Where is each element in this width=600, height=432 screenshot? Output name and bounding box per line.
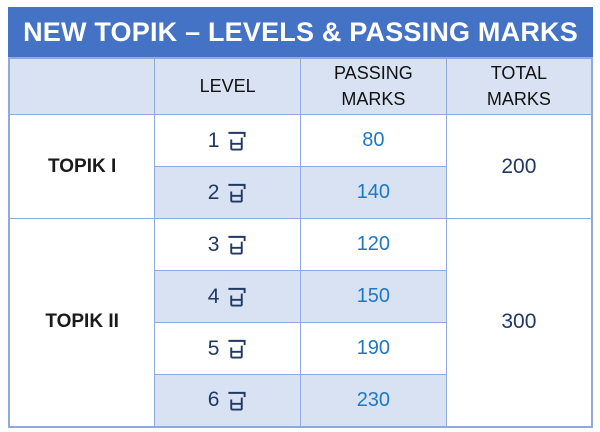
table-title: NEW TOPIK – LEVELS & PASSING MARKS — [23, 16, 578, 47]
hangul-geup-icon — [228, 235, 247, 255]
passing-marks-cell: 190 — [300, 322, 447, 375]
header-cell-passing-marks: PASSING MARKS — [300, 57, 447, 115]
passing-marks-cell: 120 — [300, 218, 447, 271]
level-number: 4 — [207, 284, 220, 308]
hangul-geup-icon — [228, 287, 247, 307]
total-marks-cell-topik-1: 200 — [445, 114, 593, 219]
passing-marks-cell: 80 — [300, 114, 447, 167]
level-number: 1 — [207, 128, 220, 152]
group-cell-topik-1: TOPIK I — [8, 114, 156, 219]
table-row: TOPIK II 3 120 300 — [8, 218, 593, 427]
level-cell: 5 — [154, 322, 301, 375]
header-row: LEVEL PASSING MARKS TOTAL MARKS — [8, 57, 593, 115]
hangul-geup-icon — [228, 339, 247, 359]
table-row: 6 230 — [9, 374, 592, 427]
hangul-geup-icon — [228, 183, 247, 203]
level-number: 6 — [207, 388, 220, 412]
passing-marks-cell: 230 — [300, 374, 447, 427]
header-cell-level: LEVEL — [154, 57, 301, 115]
total-marks-cell-topik-2: 300 — [445, 218, 593, 427]
level-number: 3 — [207, 232, 220, 256]
hangul-geup-icon — [228, 131, 247, 151]
level-cell: 6 — [154, 374, 301, 427]
level-cell: 3 — [154, 218, 301, 271]
table-title-banner: NEW TOPIK – LEVELS & PASSING MARKS — [8, 7, 593, 57]
table-row: TOPIK I 1 80 200 — [8, 114, 593, 219]
passing-marks-cell: 140 — [300, 166, 447, 219]
header-cell-total-marks: TOTAL MARKS — [445, 57, 593, 115]
passing-marks-cell: 150 — [300, 270, 447, 323]
topik-levels-table: LEVEL PASSING MARKS TOTAL MARKS TOPIK I … — [8, 57, 593, 428]
table-row: 4 150 — [9, 270, 592, 323]
group-cell-topik-2: TOPIK II — [8, 218, 156, 427]
level-number: 2 — [207, 180, 220, 204]
header-cell-empty — [8, 57, 156, 115]
topik-table-document: NEW TOPIK – LEVELS & PASSING MARKS LEVEL… — [8, 7, 593, 428]
hangul-geup-icon — [228, 391, 247, 411]
level-cell: 1 — [154, 114, 301, 167]
level-cell: 2 — [154, 166, 301, 219]
level-cell: 4 — [154, 270, 301, 323]
table-row: 5 190 — [9, 322, 592, 375]
level-number: 5 — [207, 336, 220, 360]
